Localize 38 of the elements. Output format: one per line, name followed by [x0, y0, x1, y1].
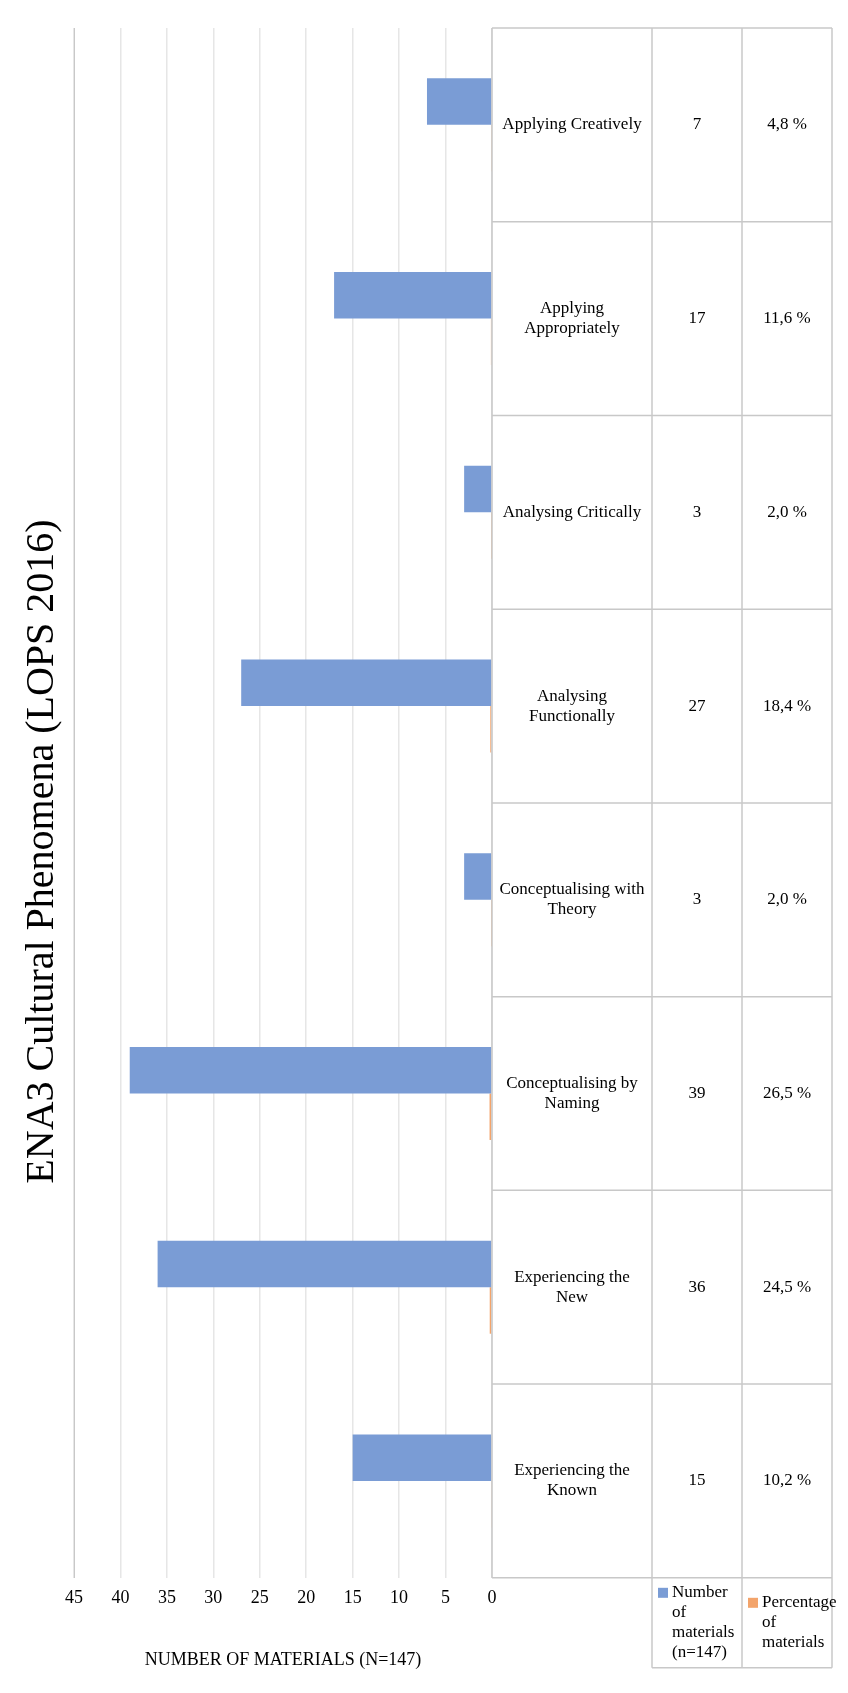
data-label: 4,8 % — [767, 114, 807, 134]
data-label: 15 — [688, 1470, 706, 1490]
x-tick-label: 25 — [250, 1587, 269, 1608]
data-label: 10,2 % — [762, 1470, 812, 1490]
data-label: 3 — [692, 501, 702, 521]
data-label: 7 — [692, 114, 702, 134]
x-tick-label: 40 — [111, 1587, 130, 1608]
x-tick-label: 35 — [157, 1587, 176, 1608]
data-label: 24,5 % — [762, 1276, 812, 1296]
y-tick-label: Analysing Functionally — [529, 685, 616, 725]
data-label: 39 — [688, 1082, 706, 1102]
data-label: 26,5 % — [762, 1082, 812, 1102]
data-label: 36 — [688, 1276, 706, 1296]
legend-label: Percentage of materials — [762, 1592, 837, 1652]
y-tick-label: Experiencing the Known — [514, 1460, 630, 1500]
x-tick-label: 20 — [297, 1587, 316, 1608]
data-label: 2,0 % — [767, 501, 807, 521]
data-label: 3 — [692, 889, 702, 909]
x-tick-label: 45 — [65, 1587, 83, 1608]
data-label: 2,0 % — [767, 889, 807, 909]
y-tick-label: Experiencing the New — [514, 1266, 630, 1306]
y-tick-label: Applying Appropriately — [524, 298, 621, 338]
data-label: 11,6 % — [763, 308, 811, 328]
data-label: 18,4 % — [762, 695, 812, 715]
y-tick-label: Conceptualising by Naming — [506, 1072, 639, 1112]
x-tick-label: 0 — [487, 1587, 497, 1608]
text: ENA3 Cultural Phenomena (LOPS 2016) — [16, 519, 62, 1184]
x-tick-label: 30 — [204, 1587, 223, 1608]
y-tick-label: Analysing Critically — [502, 501, 642, 521]
x-tick-label: 10 — [390, 1587, 409, 1608]
data-label: 27 — [688, 695, 706, 715]
x-axis-title: NUMBER OF MATERIALS (N=147) — [144, 1648, 422, 1670]
x-tick-label: 5 — [441, 1587, 451, 1608]
y-tick-label: Conceptualising with Theory — [499, 879, 645, 919]
legend-label: Number of materials (n=147) — [672, 1582, 735, 1662]
x-tick-label: 15 — [343, 1587, 362, 1608]
data-label: 17 — [688, 308, 706, 328]
y-tick-label: Applying Creatively — [502, 114, 643, 134]
